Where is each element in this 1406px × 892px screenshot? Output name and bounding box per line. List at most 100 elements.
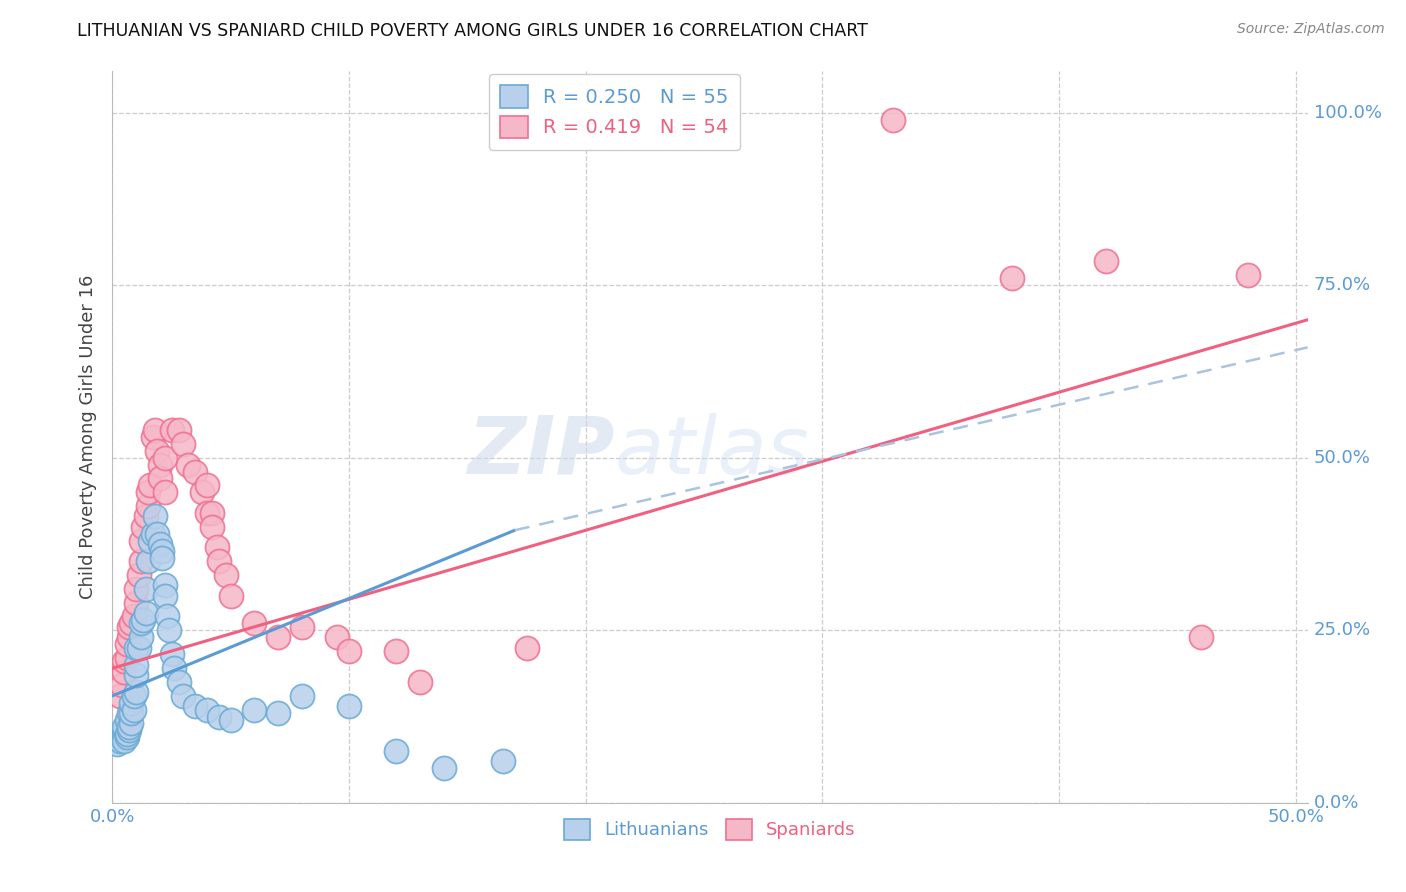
Point xyxy=(172,689,194,703)
Point xyxy=(1095,254,1118,268)
Point xyxy=(409,675,432,690)
Point xyxy=(120,716,142,731)
Point xyxy=(112,723,135,738)
Point xyxy=(112,727,135,741)
Point xyxy=(125,657,148,672)
Point xyxy=(163,661,186,675)
Point xyxy=(153,450,176,465)
Point xyxy=(177,458,200,472)
Point xyxy=(191,485,214,500)
Point xyxy=(125,582,148,596)
Point xyxy=(111,678,134,692)
Point xyxy=(219,713,242,727)
Point xyxy=(129,554,152,568)
Point xyxy=(118,706,141,720)
Point xyxy=(205,541,228,555)
Point xyxy=(129,533,152,548)
Point xyxy=(326,630,349,644)
Point xyxy=(195,506,218,520)
Point xyxy=(208,709,231,723)
Point xyxy=(150,550,173,565)
Point xyxy=(143,509,166,524)
Text: 25.0%: 25.0% xyxy=(1313,622,1371,640)
Point xyxy=(105,737,128,751)
Point xyxy=(337,699,360,714)
Point xyxy=(157,624,180,638)
Point xyxy=(291,689,314,703)
Point xyxy=(1001,271,1024,285)
Point xyxy=(115,637,138,651)
Point xyxy=(129,630,152,644)
Point xyxy=(115,731,138,745)
Point xyxy=(136,499,159,513)
Point xyxy=(118,620,141,634)
Text: Source: ZipAtlas.com: Source: ZipAtlas.com xyxy=(1237,22,1385,37)
Point xyxy=(143,423,166,437)
Point xyxy=(1237,268,1260,282)
Point xyxy=(291,620,314,634)
Point xyxy=(125,596,148,610)
Point xyxy=(160,423,183,437)
Point xyxy=(337,644,360,658)
Point xyxy=(111,731,134,745)
Text: 0.0%: 0.0% xyxy=(1313,794,1360,812)
Point xyxy=(201,506,224,520)
Text: ZIP: ZIP xyxy=(467,413,614,491)
Point xyxy=(160,648,183,662)
Point xyxy=(112,665,135,679)
Point xyxy=(120,706,142,720)
Point xyxy=(167,423,190,437)
Point xyxy=(492,755,515,769)
Y-axis label: Child Poverty Among Girls Under 16: Child Poverty Among Girls Under 16 xyxy=(79,275,97,599)
Point xyxy=(153,578,176,592)
Point xyxy=(135,509,157,524)
Point xyxy=(118,720,141,734)
Point xyxy=(115,727,138,741)
Point xyxy=(132,613,155,627)
Point xyxy=(118,630,141,644)
Point xyxy=(243,703,266,717)
Point xyxy=(115,651,138,665)
Point xyxy=(172,437,194,451)
Point xyxy=(215,568,238,582)
Point xyxy=(267,706,290,720)
Point xyxy=(146,443,169,458)
Point xyxy=(125,668,148,682)
Point xyxy=(195,703,218,717)
Point xyxy=(184,699,207,714)
Point xyxy=(139,533,162,548)
Point xyxy=(136,485,159,500)
Point xyxy=(433,761,456,775)
Point xyxy=(122,609,145,624)
Point xyxy=(385,644,408,658)
Point xyxy=(153,589,176,603)
Point xyxy=(112,733,135,747)
Legend: Lithuanians, Spaniards: Lithuanians, Spaniards xyxy=(555,810,865,848)
Point xyxy=(153,485,176,500)
Point xyxy=(142,526,165,541)
Point xyxy=(135,582,157,596)
Point xyxy=(882,112,904,127)
Point xyxy=(1189,630,1212,644)
Point xyxy=(243,616,266,631)
Point xyxy=(112,720,135,734)
Point xyxy=(201,520,224,534)
Text: LITHUANIAN VS SPANIARD CHILD POVERTY AMONG GIRLS UNDER 16 CORRELATION CHART: LITHUANIAN VS SPANIARD CHILD POVERTY AMO… xyxy=(77,22,869,40)
Point xyxy=(142,430,165,444)
Point xyxy=(135,606,157,620)
Text: 75.0%: 75.0% xyxy=(1313,277,1371,294)
Point xyxy=(150,544,173,558)
Point xyxy=(516,640,538,655)
Point xyxy=(149,537,172,551)
Point xyxy=(167,675,190,690)
Point xyxy=(139,478,162,492)
Point xyxy=(195,478,218,492)
Text: 50.0%: 50.0% xyxy=(1313,449,1371,467)
Point xyxy=(122,703,145,717)
Point xyxy=(120,616,142,631)
Point xyxy=(219,589,242,603)
Point xyxy=(120,696,142,710)
Point xyxy=(267,630,290,644)
Text: 100.0%: 100.0% xyxy=(1313,103,1382,122)
Point xyxy=(208,554,231,568)
